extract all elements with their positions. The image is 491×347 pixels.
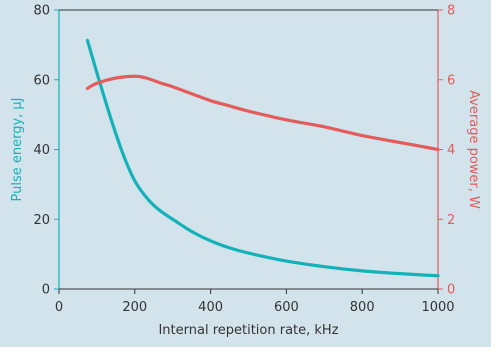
x-tick-label: 200 xyxy=(122,300,147,315)
y-left-tick-label: 20 xyxy=(33,213,50,228)
y-left-tick-label: 0 xyxy=(42,283,50,298)
y-right-axis-label: Average power, W xyxy=(466,90,481,209)
y-right-tick-label: 4 xyxy=(447,143,455,158)
y-right-tick-label: 6 xyxy=(447,73,455,88)
y-right-tick-label: 8 xyxy=(447,4,455,19)
x-axis-label: Internal repetition rate, kHz xyxy=(158,323,338,338)
y-right-tick-label: 2 xyxy=(447,213,455,228)
y-left-axis-label: Pulse energy, μJ xyxy=(10,97,25,201)
x-tick-label: 800 xyxy=(350,300,375,315)
y-left-tick-label: 80 xyxy=(33,4,50,19)
y-left-tick-label: 40 xyxy=(33,143,50,158)
series-line-pulse-energy xyxy=(85,38,440,278)
axes-layer xyxy=(58,9,439,290)
y-right-tick-label: 0 xyxy=(447,283,455,298)
x-tick-label: 1000 xyxy=(421,300,454,315)
series-line-average-power xyxy=(85,74,440,152)
x-tick-label: 600 xyxy=(274,300,299,315)
x-tick-label: 0 xyxy=(55,300,63,315)
y-left-tick-label: 60 xyxy=(33,73,50,88)
x-tick-label: 400 xyxy=(198,300,223,315)
series-layer xyxy=(85,38,440,278)
